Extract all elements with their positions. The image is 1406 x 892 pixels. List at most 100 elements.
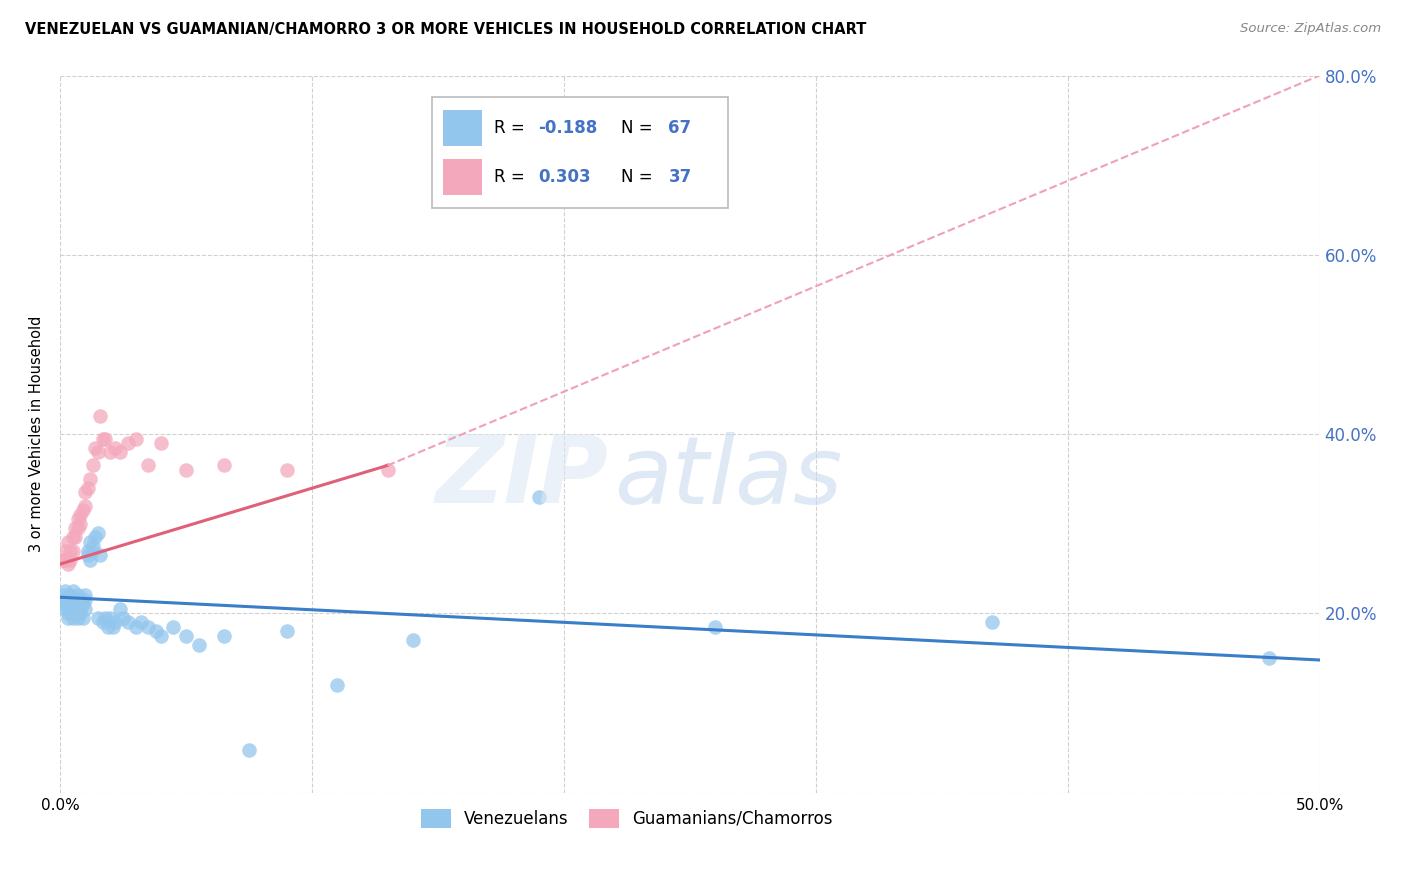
Point xyxy=(56,593,79,607)
Point xyxy=(62,543,84,558)
Point xyxy=(75,593,97,607)
Point xyxy=(59,543,82,558)
Point xyxy=(53,593,76,607)
Point xyxy=(79,472,101,486)
Point xyxy=(89,409,111,424)
Point xyxy=(75,589,97,603)
Text: Source: ZipAtlas.com: Source: ZipAtlas.com xyxy=(1240,22,1381,36)
Point xyxy=(87,611,110,625)
Point xyxy=(402,633,425,648)
Point xyxy=(53,552,76,566)
Point xyxy=(72,503,94,517)
Point xyxy=(89,548,111,562)
Point xyxy=(87,525,110,540)
Point xyxy=(187,638,209,652)
Point xyxy=(59,552,82,566)
Point xyxy=(100,611,122,625)
Point xyxy=(63,530,86,544)
Point xyxy=(238,742,260,756)
Point xyxy=(145,624,167,639)
Point xyxy=(162,620,184,634)
Point xyxy=(69,508,91,522)
Point xyxy=(136,620,159,634)
Point xyxy=(59,589,82,603)
Point xyxy=(276,624,298,639)
Point xyxy=(66,598,89,612)
Point xyxy=(63,593,86,607)
Point xyxy=(51,598,73,612)
Point xyxy=(117,615,139,630)
Point xyxy=(56,607,79,621)
Y-axis label: 3 or more Vehicles in Household: 3 or more Vehicles in Household xyxy=(30,316,44,552)
Point xyxy=(79,552,101,566)
Point xyxy=(101,620,124,634)
Point xyxy=(174,463,197,477)
Point xyxy=(66,602,89,616)
Point xyxy=(62,593,84,607)
Point xyxy=(84,530,107,544)
Point xyxy=(94,611,117,625)
Point xyxy=(56,534,79,549)
Point xyxy=(59,602,82,616)
Text: ZIP: ZIP xyxy=(434,431,607,523)
Point xyxy=(76,481,98,495)
Point xyxy=(129,615,152,630)
Point xyxy=(110,445,132,459)
Point xyxy=(72,598,94,612)
Point xyxy=(76,543,98,558)
Text: VENEZUELAN VS GUAMANIAN/CHAMORRO 3 OR MORE VEHICLES IN HOUSEHOLD CORRELATION CHA: VENEZUELAN VS GUAMANIAN/CHAMORRO 3 OR MO… xyxy=(25,22,866,37)
Point xyxy=(124,620,146,634)
Point xyxy=(527,490,550,504)
Point xyxy=(1258,651,1281,665)
Point xyxy=(53,584,76,599)
Point xyxy=(704,620,727,634)
Point xyxy=(63,602,86,616)
Legend: Venezuelans, Guamanians/Chamorros: Venezuelans, Guamanians/Chamorros xyxy=(415,802,839,835)
Point xyxy=(53,543,76,558)
Point xyxy=(87,445,110,459)
Point xyxy=(276,463,298,477)
Point xyxy=(63,521,86,535)
Point xyxy=(51,552,73,566)
Point xyxy=(84,441,107,455)
Point xyxy=(91,615,114,630)
Point xyxy=(75,602,97,616)
Point xyxy=(75,485,97,500)
Text: atlas: atlas xyxy=(614,432,842,523)
Point xyxy=(69,593,91,607)
Point xyxy=(72,611,94,625)
Point xyxy=(56,611,79,625)
Point xyxy=(136,458,159,473)
Point xyxy=(174,629,197,643)
Point xyxy=(59,598,82,612)
Point xyxy=(104,441,127,455)
Point xyxy=(149,629,172,643)
Point xyxy=(62,584,84,599)
Point xyxy=(66,521,89,535)
Point xyxy=(117,436,139,450)
Point xyxy=(66,589,89,603)
Point xyxy=(82,458,104,473)
Point xyxy=(82,539,104,553)
Point xyxy=(62,607,84,621)
Point xyxy=(69,602,91,616)
Point xyxy=(981,615,1004,630)
Point xyxy=(94,432,117,446)
Point xyxy=(326,678,349,692)
Point xyxy=(377,463,399,477)
Point xyxy=(56,557,79,571)
Point xyxy=(111,611,134,625)
Point xyxy=(69,516,91,531)
Point xyxy=(53,602,76,616)
Point xyxy=(104,615,127,630)
Point xyxy=(91,432,114,446)
Point xyxy=(56,598,79,612)
Point xyxy=(97,620,120,634)
Point xyxy=(79,534,101,549)
Point xyxy=(110,602,132,616)
Point xyxy=(69,607,91,621)
Point xyxy=(62,530,84,544)
Point xyxy=(51,589,73,603)
Point xyxy=(75,499,97,513)
Point xyxy=(66,512,89,526)
